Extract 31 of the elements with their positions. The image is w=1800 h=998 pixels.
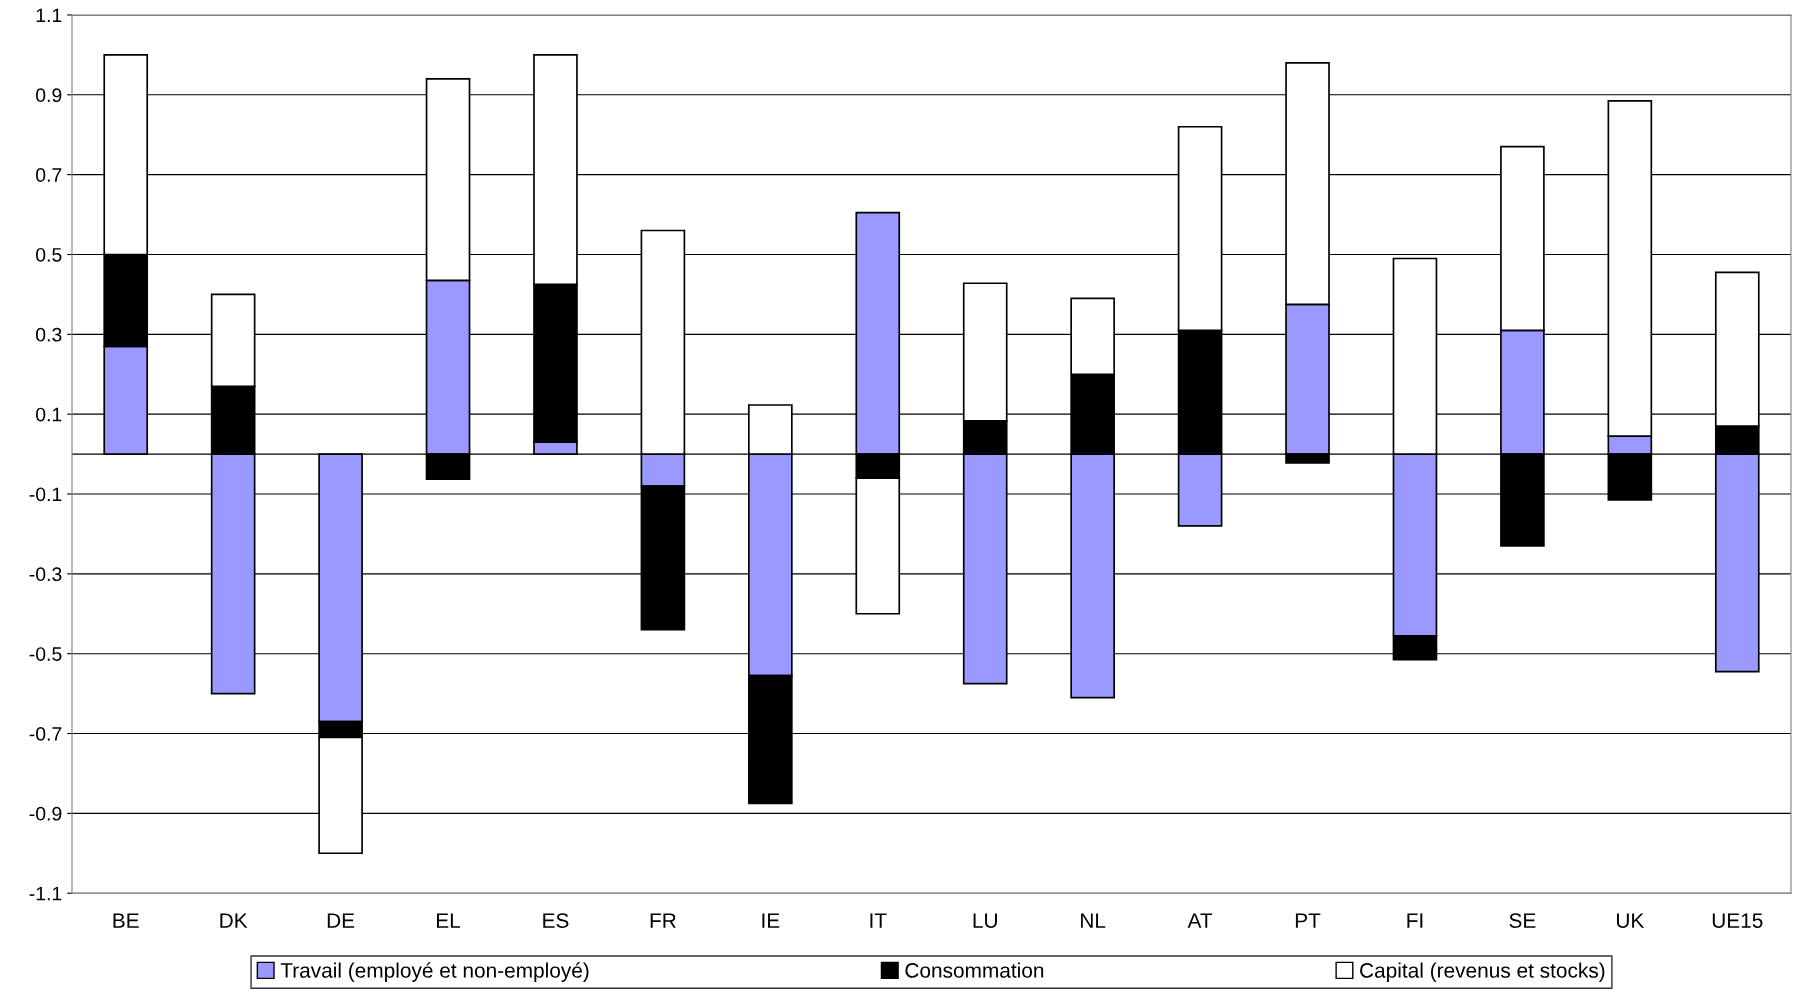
y-tick-label: 0.7 (36, 168, 62, 182)
x-tick-label: IE (762, 913, 780, 928)
x-tick-label: IT (870, 913, 887, 928)
x-tick-label: PT (1295, 913, 1321, 928)
y-tick-label: 0.5 (36, 247, 62, 262)
x-tick-label: UE15 (1712, 913, 1763, 928)
x-tick-label: DK (220, 913, 248, 928)
y-tick-label: -1.1 (29, 886, 62, 901)
y-tick-label: 0.9 (36, 88, 62, 103)
x-tick-label: FR (650, 913, 676, 928)
x-tick-label: ES (543, 913, 569, 928)
x-tick-label: SE (1509, 913, 1536, 928)
y-tick-label: -0.9 (29, 806, 62, 821)
legend-label: Travail (employé et non-employé) (280, 962, 589, 982)
y-tick-label: -0.5 (29, 647, 62, 661)
x-tick-label: FI (1407, 913, 1423, 928)
y-tick-label: 0.1 (36, 407, 62, 422)
x-tick-label: BE (113, 913, 139, 928)
legend-label: Consommation (905, 962, 1044, 978)
x-tick-label: NL (1081, 913, 1106, 928)
y-tick-label: -0.1 (29, 487, 62, 502)
x-tick-label: UK (1616, 913, 1645, 928)
x-tick-label: LU (973, 913, 997, 928)
legend-label: Capital (revenus et stocks) (1360, 962, 1605, 982)
x-tick-label: EL (437, 913, 461, 928)
y-tick-label: -0.3 (29, 567, 62, 582)
y-tick-label: -0.7 (29, 727, 62, 741)
x-tick-label: AT (1187, 913, 1213, 928)
y-tick-label: 1.1 (36, 8, 62, 23)
x-tick-label: DE (327, 913, 355, 928)
y-tick-label: 0.3 (36, 327, 62, 342)
